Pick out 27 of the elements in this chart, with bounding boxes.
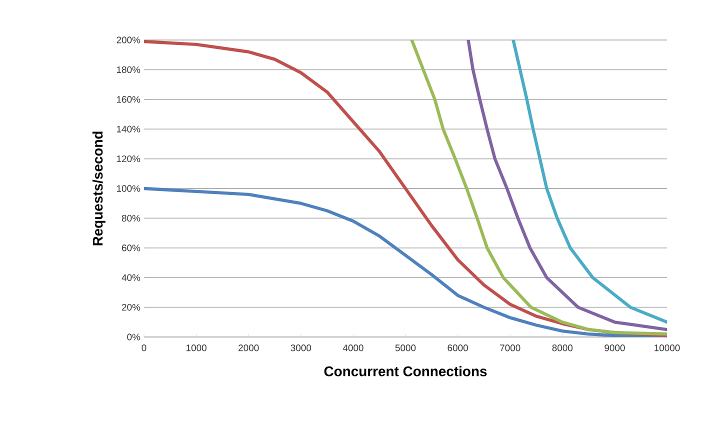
y-tick-label: 160% xyxy=(116,96,140,103)
y-tick-label: 60% xyxy=(122,244,140,252)
x-tick-label: 9000 xyxy=(604,344,625,352)
x-tick-label: 2000 xyxy=(238,344,259,352)
line-series xyxy=(410,40,668,336)
y-tick-label: 120% xyxy=(116,155,140,162)
y-tick-label: 200% xyxy=(116,36,140,44)
y-axis-title: Requests/second xyxy=(92,132,106,246)
y-tick-label: 140% xyxy=(116,126,140,132)
y-tick-label: 20% xyxy=(122,304,140,311)
y-tick-label: 0% xyxy=(127,334,140,340)
x-tick-label: 7000 xyxy=(500,344,520,352)
x-tick-label: 6000 xyxy=(448,344,468,352)
y-tick-label: 80% xyxy=(122,214,140,222)
x-axis-title: Concurrent Connections xyxy=(324,366,487,376)
y-tick-label: 180% xyxy=(116,66,140,74)
y-tick-label: 100% xyxy=(116,185,140,192)
x-tick-label: 1000 xyxy=(186,344,206,352)
x-tick-label: 0 xyxy=(142,344,146,352)
x-tick-label: 5000 xyxy=(395,344,416,352)
x-tick-label: 4000 xyxy=(342,344,364,352)
x-tick-label: 8000 xyxy=(552,344,573,352)
x-tick-label: 10000 xyxy=(654,344,680,352)
line-series xyxy=(512,40,668,324)
y-tick-label: 40% xyxy=(122,274,140,281)
x-tick-label: 3000 xyxy=(290,344,312,352)
line-series xyxy=(466,40,668,332)
